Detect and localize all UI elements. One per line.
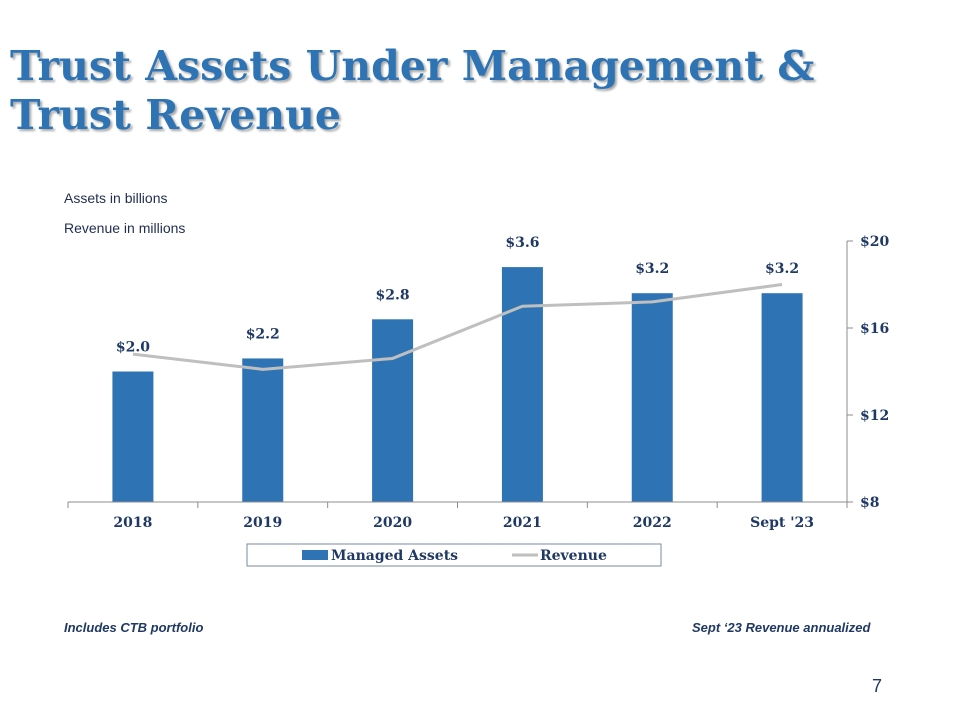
bar-3 — [501, 267, 543, 502]
page-number: 7 — [872, 676, 883, 696]
footnote-right: Sept ‘23 Revenue annualized — [692, 620, 871, 635]
y-right-tick-label-2: $16 — [860, 321, 889, 337]
bar-1 — [242, 358, 284, 502]
legend-swatch-managed-assets — [302, 550, 328, 560]
bar-label-4: $3.2 — [635, 261, 669, 277]
revenue-line — [132, 283, 783, 371]
title-line-1: Trust Assets Under Management & — [10, 42, 815, 90]
y-right-tick-label-3: $20 — [860, 234, 889, 250]
bar-label-0: $2.0 — [116, 340, 150, 356]
legend-label-revenue: Revenue — [540, 548, 607, 564]
page-title: Trust Assets Under Management & Trust Re… — [10, 42, 814, 140]
bar-label-2: $2.8 — [376, 287, 410, 303]
legend-label-managed-assets: Managed Assets — [331, 548, 458, 564]
y-right-tick-label-0: $8 — [860, 495, 879, 511]
footnote-left: Includes CTB portfolio — [64, 620, 204, 635]
bar-label-1: $2.2 — [246, 326, 280, 342]
x-tick-label-4: 2022 — [633, 515, 672, 531]
bar-2 — [372, 319, 414, 502]
bar-5 — [761, 293, 803, 502]
bar-0 — [112, 371, 154, 502]
x-tick-label-2: 2020 — [373, 515, 412, 531]
x-tick-label-3: 2021 — [503, 515, 542, 531]
x-tick-label-5: Sept '23 — [750, 515, 814, 531]
bar-label-3: $3.6 — [505, 235, 539, 251]
y-right-tick-label-1: $12 — [860, 408, 889, 424]
x-tick-label-1: 2019 — [243, 515, 282, 531]
assets-unit-note: Assets in billions — [64, 190, 168, 206]
x-tick-label-0: 2018 — [113, 515, 152, 531]
legend-box — [246, 543, 662, 567]
bar-4 — [631, 293, 673, 502]
bar-label-5: $3.2 — [765, 261, 799, 277]
revenue-unit-note: Revenue in millions — [64, 220, 186, 236]
title-line-2: Trust Revenue — [10, 91, 342, 139]
